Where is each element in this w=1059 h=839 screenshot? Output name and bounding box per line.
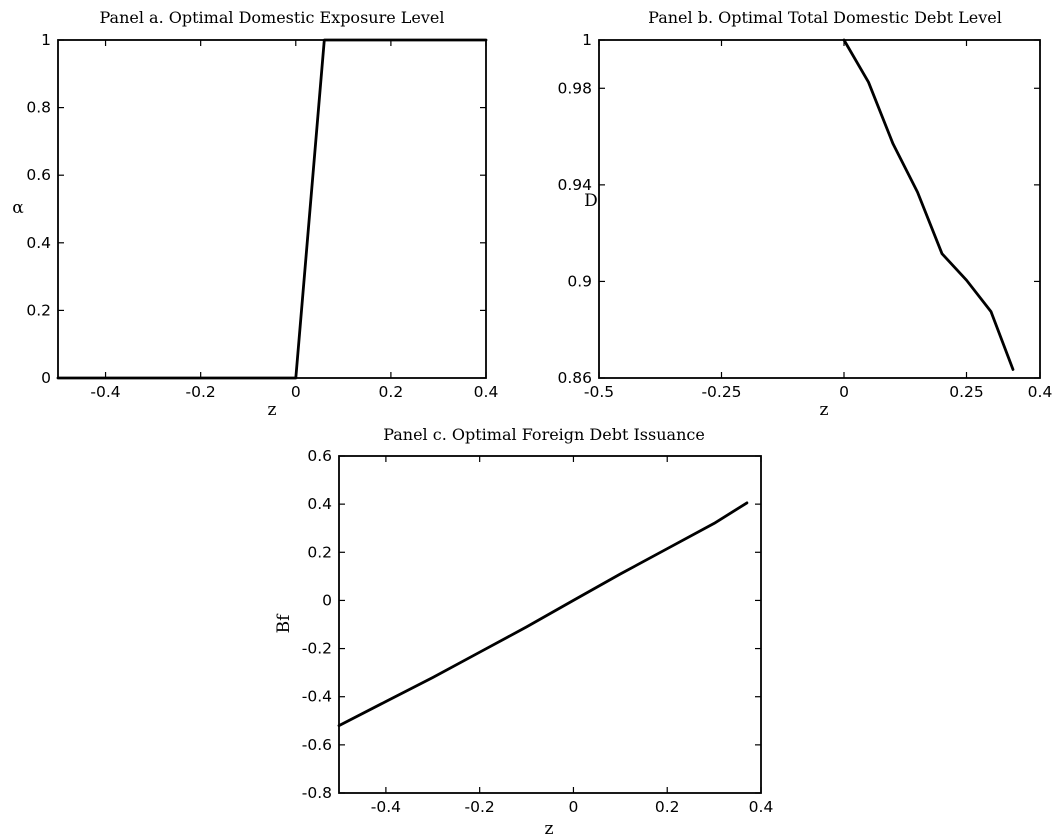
x-axis-label: z [545,819,554,839]
panel-a: Panel a. Optimal Domestic Exposure Level… [12,8,498,420]
y-tick-label: -0.2 [302,640,332,658]
x-tick-label: 0.2 [655,798,680,816]
y-tick-label: 0.4 [26,234,51,252]
plot-frame [57,39,487,379]
panel-title: Panel c. Optimal Foreign Debt Issuance [383,425,705,444]
x-tick-label: 0.25 [949,383,984,401]
y-tick-label: 0.94 [557,176,592,194]
x-tick-label: 0.4 [749,798,774,816]
series-line [337,501,749,727]
y-tick-label: 0.6 [26,166,51,184]
y-tick-label: -0.6 [302,736,332,754]
panel-title: Panel a. Optimal Domestic Exposure Level [99,8,444,27]
x-axis-label: z [820,400,829,420]
x-tick-label: 0 [291,383,301,401]
x-tick-label: 0 [839,383,849,401]
y-tick-label: 0.2 [307,543,332,561]
y-axis-label: α [12,198,24,218]
x-tick-label: -0.2 [465,798,495,816]
y-tick-label: 0.86 [557,369,592,387]
y-tick-label: 0.9 [567,272,592,290]
y-tick-label: 0 [322,591,332,609]
panel-c: Panel c. Optimal Foreign Debt Issuance -0… [274,425,773,839]
panel-b: Panel b. Optimal Total Domestic Debt Lev… [557,8,1052,420]
x-tick-label: 0.2 [379,383,404,401]
x-axis-label: z [268,400,277,420]
panel-title: Panel b. Optimal Total Domestic Debt Lev… [648,8,1002,27]
y-tick-label: 1 [582,31,592,49]
y-axis-label: D [584,191,598,211]
y-tick-label: 0.8 [26,99,51,117]
y-tick-label: 0.4 [307,495,332,513]
y-tick-label: 0 [41,369,51,387]
y-tick-label: 1 [41,31,51,49]
x-tick-label: -0.5 [584,383,614,401]
y-tick-label: 0.2 [26,301,51,319]
x-tick-label: -0.4 [371,798,401,816]
plot-frame [598,39,1041,379]
x-tick-label: 0.4 [474,383,499,401]
x-tick-label: -0.2 [186,383,216,401]
y-tick-label: 0.98 [557,79,592,97]
series-line [842,38,1015,371]
y-axis-label: Bf [274,613,294,633]
y-tick-label: -0.8 [302,784,332,802]
x-tick-label: -0.25 [701,383,741,401]
x-tick-label: 0.4 [1028,383,1053,401]
y-tick-label: -0.4 [302,688,332,706]
series-line [56,38,488,380]
y-tick-label: 0.6 [307,447,332,465]
plot-frame [338,455,762,794]
x-tick-label: -0.4 [90,383,120,401]
x-tick-label: 0 [569,798,579,816]
